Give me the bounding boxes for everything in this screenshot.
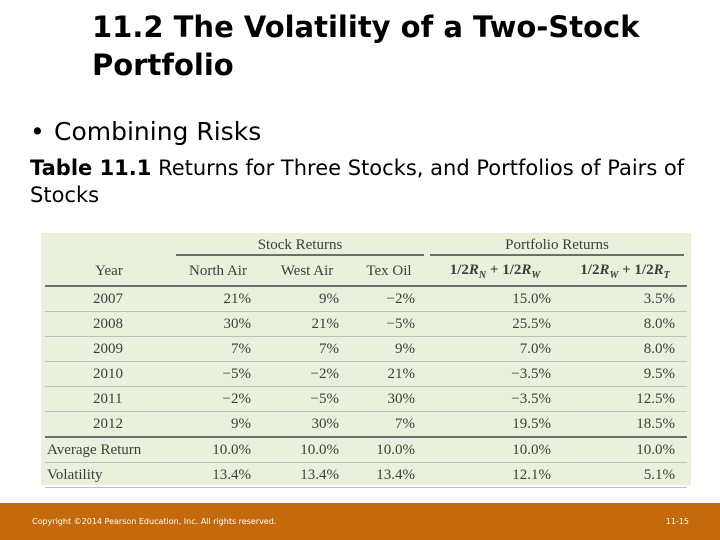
table-cell: 7% [263, 336, 351, 362]
column-header-tex-oil: Tex Oil [351, 258, 427, 287]
group-header-stock-returns: Stock Returns [173, 235, 427, 258]
table-cell: −3.5% [427, 386, 563, 412]
summary-label: Average Return [45, 436, 173, 463]
bullet-point: • Combining Risks [30, 116, 261, 148]
column-header-portfolio-wt: 1/2RW + 1/2RT [563, 258, 687, 287]
table-cell: 7% [173, 336, 263, 362]
summary-cell: 10.0% [563, 436, 687, 463]
table-cell: −2% [351, 286, 427, 312]
table-cell-year: 2012 [45, 411, 173, 438]
returns-table: Stock Returns Portfolio Returns Year Nor… [45, 235, 687, 488]
table-caption-label: Table 11.1 [30, 156, 152, 180]
summary-cell: 13.4% [263, 462, 351, 488]
table-cell-year: 2010 [45, 361, 173, 387]
table-cell: 7% [351, 411, 427, 438]
table-cell-year: 2009 [45, 336, 173, 362]
summary-cell: 13.4% [173, 462, 263, 488]
slide-title: 11.2 The Volatility of a Two-Stock Portf… [92, 10, 640, 82]
table-row: 2008 30% 21% −5% 25.5% 8.0% [45, 311, 687, 337]
table-cell: 12.5% [563, 386, 687, 412]
table-caption: Table 11.1 Returns for Three Stocks, and… [30, 155, 700, 209]
summary-row: Average Return 10.0% 10.0% 10.0% 10.0% 10.0% [45, 436, 687, 463]
table-row: 2011 −2% −5% 30% −3.5% 12.5% [45, 386, 687, 412]
table-cell: 21% [263, 311, 351, 337]
table-cell: 7.0% [427, 336, 563, 362]
table-column-header-row: Year North Air West Air Tex Oil 1/2RN + … [45, 258, 687, 287]
summary-cell: 10.0% [427, 436, 563, 463]
summary-row: Volatility 13.4% 13.4% 13.4% 12.1% 5.1% [45, 462, 687, 488]
table-cell-year: 2008 [45, 311, 173, 337]
summary-cell: 12.1% [427, 462, 563, 488]
group-header-portfolio-returns: Portfolio Returns [427, 235, 687, 258]
summary-cell: 10.0% [263, 436, 351, 463]
table-cell: 30% [351, 386, 427, 412]
summary-cell: 5.1% [563, 462, 687, 488]
page-number: 11-15 [665, 517, 689, 526]
summary-cell: 10.0% [351, 436, 427, 463]
column-header-north-air: North Air [173, 258, 263, 287]
table-cell: 8.0% [563, 311, 687, 337]
table-caption-text: Returns for Three Stocks, and Portfolios… [30, 156, 685, 207]
table-cell: 21% [173, 286, 263, 312]
table-cell: −3.5% [427, 361, 563, 387]
table-row: 2007 21% 9% −2% 15.0% 3.5% [45, 286, 687, 312]
column-header-west-air: West Air [263, 258, 351, 287]
table-cell: 18.5% [563, 411, 687, 438]
table-cell: 9.5% [563, 361, 687, 387]
footer-copyright: Copyright ©2014 Pearson Education, Inc. … [32, 517, 277, 526]
table-cell: 30% [173, 311, 263, 337]
table-cell: −5% [351, 311, 427, 337]
table-cell-year: 2011 [45, 386, 173, 412]
table-cell: −2% [173, 386, 263, 412]
table-group-header-row: Stock Returns Portfolio Returns [45, 235, 687, 258]
table-cell: 25.5% [427, 311, 563, 337]
table-cell: 3.5% [563, 286, 687, 312]
table-cell: 9% [173, 411, 263, 438]
table-cell-year: 2007 [45, 286, 173, 312]
summary-label: Volatility [45, 462, 173, 488]
table-cell: 19.5% [427, 411, 563, 438]
table-cell: 21% [351, 361, 427, 387]
table-cell: 9% [263, 286, 351, 312]
table-cell: 30% [263, 411, 351, 438]
group-header-blank [45, 235, 173, 258]
column-header-portfolio-nw: 1/2RN + 1/2RW [427, 258, 563, 287]
table-cell: −5% [173, 361, 263, 387]
bullet-text: Combining Risks [54, 117, 262, 146]
table-cell: 9% [351, 336, 427, 362]
column-header-year: Year [45, 258, 173, 287]
footer-bar: Copyright ©2014 Pearson Education, Inc. … [0, 503, 720, 540]
table-body: 2007 21% 9% −2% 15.0% 3.5% 2008 30% 21% −5% 25.5% 8… [45, 286, 687, 488]
table-row: 2010 −5% −2% 21% −3.5% 9.5% [45, 361, 687, 387]
table-cell: −2% [263, 361, 351, 387]
bullet-icon: • [30, 117, 45, 146]
table-row: 2012 9% 30% 7% 19.5% 18.5% [45, 411, 687, 438]
summary-cell: 13.4% [351, 462, 427, 488]
table-cell: −5% [263, 386, 351, 412]
returns-table-container: Stock Returns Portfolio Returns Year Nor… [41, 233, 691, 488]
table-cell: 15.0% [427, 286, 563, 312]
summary-cell: 10.0% [173, 436, 263, 463]
table-cell: 8.0% [563, 336, 687, 362]
table-row: 2009 7% 7% 9% 7.0% 8.0% [45, 336, 687, 362]
